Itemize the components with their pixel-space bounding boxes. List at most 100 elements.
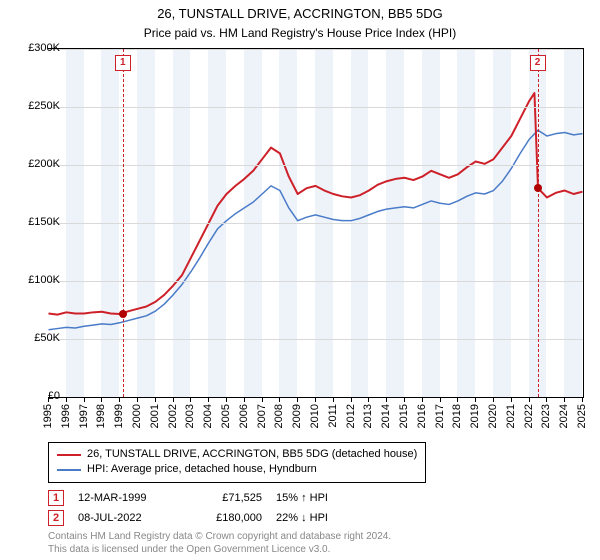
x-tick-mark (155, 397, 156, 402)
gridline-h (48, 107, 583, 108)
x-tick-label: 2025 (576, 404, 588, 428)
x-tick-mark (404, 397, 405, 402)
x-tick-label: 2011 (327, 404, 339, 428)
x-tick-mark (297, 397, 298, 402)
sale-hpi-1: 15% ↑ HPI (276, 492, 366, 504)
sale-row-1: 1 12-MAR-1999 £71,525 15% ↑ HPI (48, 490, 366, 506)
legend-label-price: 26, TUNSTALL DRIVE, ACCRINGTON, BB5 5DG … (87, 447, 417, 462)
x-tick-mark (440, 397, 441, 402)
x-tick-mark (244, 397, 245, 402)
x-tick-label: 2009 (291, 404, 303, 428)
x-tick-mark (582, 397, 583, 402)
x-tick-mark (511, 397, 512, 402)
marker-line (123, 49, 124, 397)
x-tick-mark (137, 397, 138, 402)
x-tick-mark (173, 397, 174, 402)
gridline-h (48, 223, 583, 224)
footer-attribution: Contains HM Land Registry data © Crown c… (48, 531, 391, 556)
x-tick-mark (66, 397, 67, 402)
x-tick-mark (190, 397, 191, 402)
x-tick-label: 1998 (95, 404, 107, 428)
sale-price-2: £180,000 (192, 512, 262, 524)
x-tick-label: 2018 (451, 404, 463, 428)
x-tick-label: 2024 (558, 404, 570, 428)
x-tick-label: 2012 (345, 404, 357, 428)
x-tick-label: 1995 (42, 404, 54, 428)
x-tick-label: 2016 (416, 404, 428, 428)
legend: 26, TUNSTALL DRIVE, ACCRINGTON, BB5 5DG … (48, 442, 426, 483)
x-tick-mark (529, 397, 530, 402)
x-tick-mark (422, 397, 423, 402)
chart-subtitle: Price paid vs. HM Land Registry's House … (0, 26, 600, 40)
x-tick-label: 2003 (184, 404, 196, 428)
x-tick-mark (315, 397, 316, 402)
footer-line-2: This data is licensed under the Open Gov… (48, 544, 391, 557)
x-tick-mark (457, 397, 458, 402)
marker-line (538, 49, 539, 397)
plot-area: 12 (48, 48, 584, 398)
x-tick-label: 2020 (487, 404, 499, 428)
x-tick-mark (208, 397, 209, 402)
x-tick-mark (493, 397, 494, 402)
x-tick-mark (84, 397, 85, 402)
x-tick-label: 1997 (78, 404, 90, 428)
x-tick-label: 2000 (131, 404, 143, 428)
marker-box: 1 (115, 55, 131, 71)
sale-date-2: 08-JUL-2022 (78, 512, 178, 524)
y-tick-label: £100K (16, 274, 60, 286)
x-tick-label: 2004 (202, 404, 214, 428)
legend-swatch-price (57, 454, 81, 456)
x-tick-label: 2006 (238, 404, 250, 428)
x-tick-label: 2023 (540, 404, 552, 428)
marker-dot (119, 310, 127, 318)
x-tick-mark (564, 397, 565, 402)
gridline-h (48, 165, 583, 166)
x-tick-label: 2017 (434, 404, 446, 428)
x-tick-mark (475, 397, 476, 402)
gridline-h (48, 339, 583, 340)
y-tick-label: £200K (16, 158, 60, 170)
footer-line-1: Contains HM Land Registry data © Crown c… (48, 531, 391, 544)
x-tick-label: 1996 (60, 404, 72, 428)
x-tick-mark (262, 397, 263, 402)
x-tick-label: 1999 (113, 404, 125, 428)
x-tick-mark (386, 397, 387, 402)
x-tick-label: 2008 (273, 404, 285, 428)
y-tick-label: £0 (16, 390, 60, 402)
sale-marker-2: 2 (48, 510, 64, 526)
x-tick-mark (351, 397, 352, 402)
x-tick-mark (119, 397, 120, 402)
marker-dot (534, 184, 542, 192)
sale-date-1: 12-MAR-1999 (78, 492, 178, 504)
x-tick-mark (546, 397, 547, 402)
x-tick-label: 2015 (398, 404, 410, 428)
sale-price-1: £71,525 (192, 492, 262, 504)
chart-title: 26, TUNSTALL DRIVE, ACCRINGTON, BB5 5DG (0, 6, 600, 21)
x-tick-mark (226, 397, 227, 402)
gridline-h (48, 49, 583, 50)
x-tick-mark (368, 397, 369, 402)
y-tick-label: £50K (16, 332, 60, 344)
x-tick-label: 2022 (523, 404, 535, 428)
x-tick-mark (279, 397, 280, 402)
x-tick-mark (101, 397, 102, 402)
x-tick-label: 2010 (309, 404, 321, 428)
sale-row-2: 2 08-JUL-2022 £180,000 22% ↓ HPI (48, 510, 366, 526)
x-tick-label: 2021 (505, 404, 517, 428)
y-tick-label: £150K (16, 216, 60, 228)
legend-swatch-hpi (57, 469, 81, 471)
x-tick-label: 2005 (220, 404, 232, 428)
gridline-h (48, 281, 583, 282)
x-tick-label: 2002 (167, 404, 179, 428)
x-tick-label: 2013 (362, 404, 374, 428)
x-tick-label: 2019 (469, 404, 481, 428)
x-tick-mark (333, 397, 334, 402)
legend-label-hpi: HPI: Average price, detached house, Hynd… (87, 462, 317, 477)
x-tick-label: 2007 (256, 404, 268, 428)
sale-marker-1: 1 (48, 490, 64, 506)
x-tick-label: 2001 (149, 404, 161, 428)
y-tick-label: £300K (16, 42, 60, 54)
y-tick-label: £250K (16, 100, 60, 112)
x-tick-label: 2014 (380, 404, 392, 428)
marker-box: 2 (530, 55, 546, 71)
